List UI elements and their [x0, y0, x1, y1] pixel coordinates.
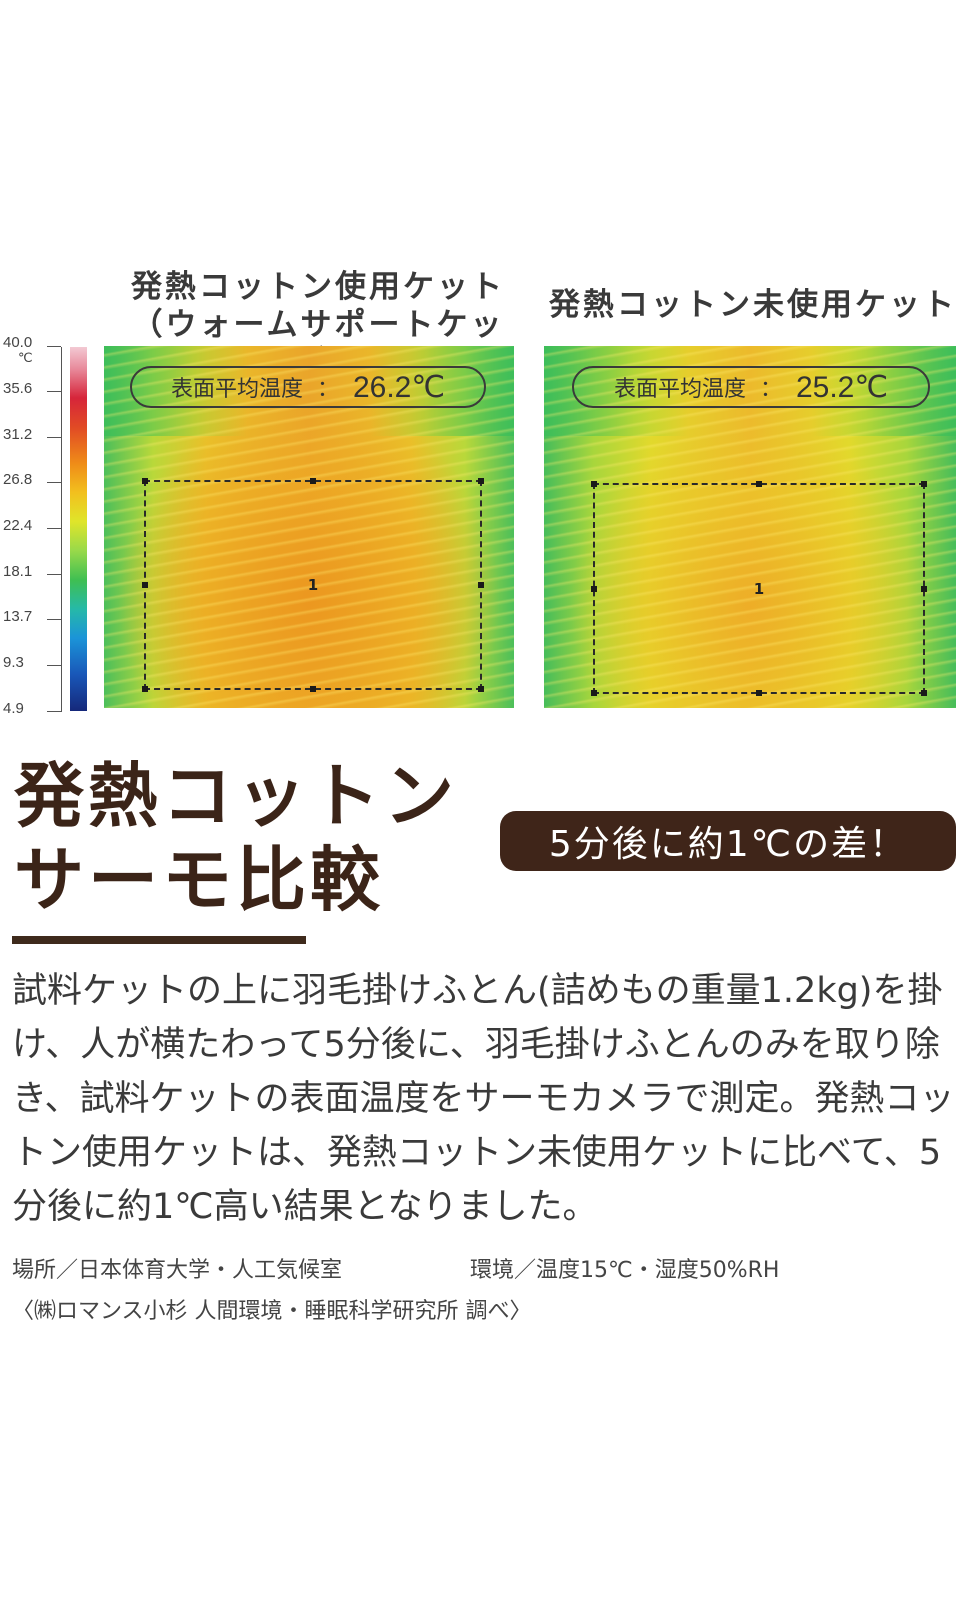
scale-tick-label: 22.4: [3, 517, 33, 534]
region-handle: [921, 481, 927, 487]
color-scale-bar: [70, 347, 87, 711]
average-temperature-label: 表面平均温度: [613, 377, 746, 402]
region-number: 1: [753, 579, 765, 598]
test-location: 場所／日本体育大学・人工気候室: [12, 1258, 343, 1283]
scale-tick-label: 40.0: [3, 334, 33, 351]
scale-tick: [47, 482, 61, 483]
region-handle: [142, 686, 148, 692]
region-handle: [921, 585, 927, 592]
region-handle: [478, 582, 484, 588]
average-temperature-label: 表面平均温度: [170, 377, 303, 402]
heading-underline: [12, 936, 306, 944]
region-handle: [310, 686, 316, 692]
right-panel-title: 発熱コットン未使用ケット: [549, 287, 957, 323]
average-temperature-pill: 表面平均温度 ： 26.2℃: [130, 366, 486, 408]
main-heading: 発熱コットン サーモ比較: [14, 754, 458, 922]
average-temperature-value: 26.2℃: [352, 370, 446, 404]
region-handle: [591, 481, 597, 487]
difference-badge: 5分後に約1℃の差！: [500, 811, 956, 871]
scale-tick: [47, 437, 61, 438]
region-handle: [142, 478, 148, 484]
measurement-region: 1: [142, 478, 484, 692]
measurement-region: 1: [591, 481, 927, 696]
region-handle: [756, 690, 762, 696]
scale-axis: [61, 347, 62, 712]
scale-tick: [47, 346, 61, 347]
scale-tick: [47, 528, 61, 529]
average-temperature-colon: ：: [759, 377, 782, 402]
main-heading-line1: 発熱コットン: [14, 755, 458, 837]
main-heading-line2: サーモ比較: [14, 839, 384, 921]
scale-tick-label: 26.8: [3, 471, 33, 488]
scale-tick-label: 18.1: [3, 563, 33, 580]
scale-tick: [47, 711, 61, 712]
scale-tick: [47, 665, 61, 666]
scale-tick-label: 13.7: [3, 608, 33, 625]
region-handle: [478, 478, 484, 484]
thermal-image-right: 表面平均温度 ： 25.2℃ 1: [544, 346, 956, 708]
left-panel-title-line2: （ウォームサポートケット）: [131, 307, 505, 381]
scale-tick-label: 31.2: [3, 426, 33, 443]
left-panel-title: 発熱コットン使用ケット （ウォームサポートケット）: [108, 268, 528, 382]
region-handle: [921, 690, 927, 696]
region-handle: [142, 582, 148, 588]
description-text: 試料ケットの上に羽毛掛けふとん(詰めもの重量1.2kg)を掛け、人が横たわって5…: [12, 971, 955, 1227]
average-temperature-colon: ：: [316, 377, 339, 402]
test-environment: 環境／温度15℃・湿度50%RH: [470, 1258, 780, 1283]
scale-tick-label: 9.3: [3, 654, 24, 671]
region-number: 1: [307, 576, 319, 594]
research-source: 〈㈱ロマンス小杉 人間環境・睡眠科学研究所 調べ〉: [12, 1299, 532, 1324]
region-handle: [478, 686, 484, 692]
region-handle: [591, 690, 597, 696]
thermal-heatmap-cool-zone: [544, 346, 956, 436]
scale-tick-label: 4.9: [3, 700, 24, 717]
region-handle: [591, 585, 597, 592]
thermal-heatmap-cool-zone: [104, 346, 514, 436]
average-temperature-pill: 表面平均温度 ： 25.2℃: [572, 366, 930, 408]
scale-tick: [47, 391, 61, 392]
scale-tick-label: 35.6: [3, 380, 33, 397]
region-handle: [756, 481, 762, 487]
region-handle: [310, 478, 316, 484]
scale-unit-label: ℃: [18, 350, 33, 365]
average-temperature-value: 25.2℃: [795, 370, 889, 404]
scale-tick: [47, 574, 61, 575]
thermal-image-left: 表面平均温度 ： 26.2℃ 1: [104, 346, 514, 708]
left-panel-title-line1: 発熱コットン使用ケット: [131, 269, 505, 305]
scale-tick: [47, 619, 61, 620]
